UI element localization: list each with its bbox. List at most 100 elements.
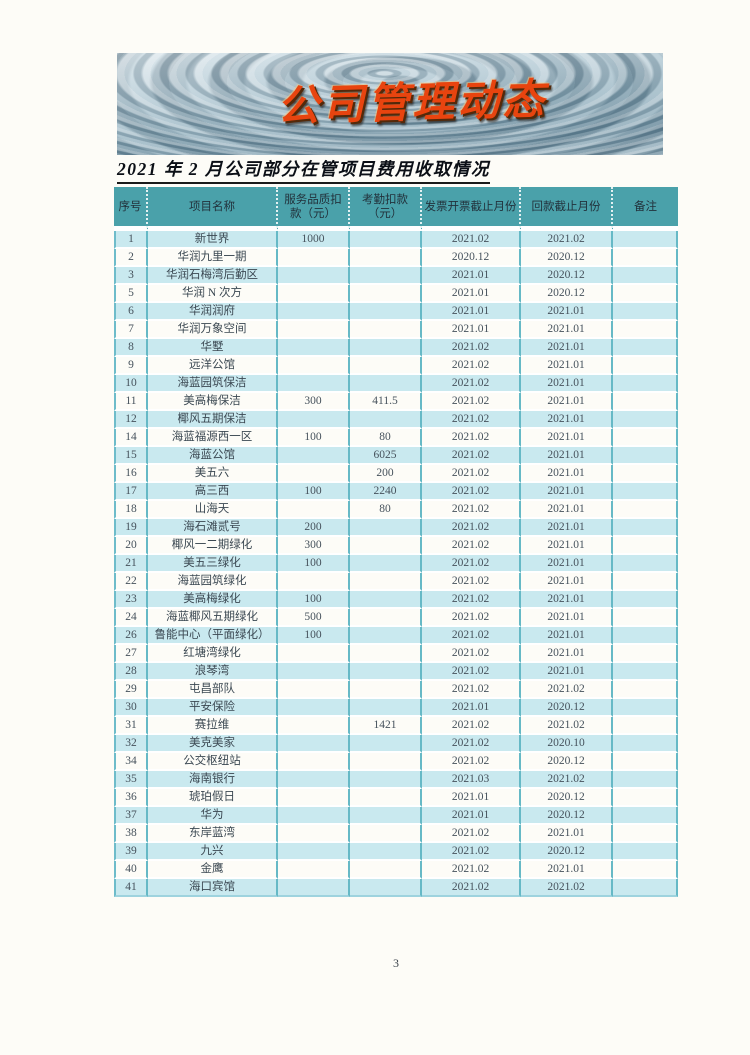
table-row: 17 高三西 100 2240 2021.02 2021.01 bbox=[114, 483, 678, 501]
table-cell: 24 bbox=[114, 609, 148, 627]
table-cell: 411.5 bbox=[350, 393, 422, 411]
table-cell: 10 bbox=[114, 375, 148, 393]
table-cell bbox=[613, 771, 678, 789]
table-cell: 37 bbox=[114, 807, 148, 825]
table-cell: 2021.01 bbox=[422, 303, 521, 321]
table-cell: 美高梅绿化 bbox=[148, 591, 278, 609]
table-cell: 山海天 bbox=[148, 501, 278, 519]
table-cell: 2021.02 bbox=[521, 771, 613, 789]
table-cell: 2021.01 bbox=[521, 645, 613, 663]
table-cell: 2021.01 bbox=[422, 267, 521, 285]
table-cell: 27 bbox=[114, 645, 148, 663]
table-row: 28 浪琴湾 2021.02 2021.01 bbox=[114, 663, 678, 681]
table-cell bbox=[278, 447, 350, 465]
table-cell bbox=[613, 789, 678, 807]
table-cell: 100 bbox=[278, 483, 350, 501]
table-cell: 2021.01 bbox=[521, 429, 613, 447]
table-cell: 赛拉维 bbox=[148, 717, 278, 735]
table-cell bbox=[278, 375, 350, 393]
table-cell bbox=[613, 249, 678, 267]
table-cell: 2020.12 bbox=[521, 753, 613, 771]
table-cell bbox=[350, 321, 422, 339]
table-cell: 2021.01 bbox=[422, 807, 521, 825]
table-cell: 100 bbox=[278, 591, 350, 609]
table-cell: 2021.01 bbox=[521, 591, 613, 609]
table-cell bbox=[613, 393, 678, 411]
table-cell bbox=[613, 303, 678, 321]
table-cell: 2021.02 bbox=[422, 231, 521, 249]
table-cell: 2021.02 bbox=[422, 843, 521, 861]
table-cell bbox=[278, 357, 350, 375]
table-row: 3 华润石梅湾后勤区 2021.01 2020.12 bbox=[114, 267, 678, 285]
table-cell: 2021.01 bbox=[422, 789, 521, 807]
table-cell bbox=[350, 735, 422, 753]
table-cell: 2021.02 bbox=[422, 357, 521, 375]
table-cell: 2021.01 bbox=[521, 861, 613, 879]
table-cell: 2021.01 bbox=[521, 663, 613, 681]
table-cell: 2021.02 bbox=[422, 429, 521, 447]
table-cell: 300 bbox=[278, 393, 350, 411]
table-cell: 2021.02 bbox=[422, 573, 521, 591]
table-cell: 36 bbox=[114, 789, 148, 807]
table-cell bbox=[278, 411, 350, 429]
table-cell bbox=[278, 861, 350, 879]
table-header: 序号 项目名称 服务品质扣款（元） 考勤扣款（元） 发票开票截止月份 回款截止月份 备注 bbox=[114, 187, 678, 231]
table-cell bbox=[350, 537, 422, 555]
table-cell: 21 bbox=[114, 555, 148, 573]
table-row: 40 金鹰 2021.02 2021.01 bbox=[114, 861, 678, 879]
table-cell: 2021.02 bbox=[422, 555, 521, 573]
table-cell: 2021.02 bbox=[422, 591, 521, 609]
table-row: 34 公交枢纽站 2021.02 2020.12 bbox=[114, 753, 678, 771]
table-row: 30 平安保险 2021.01 2020.12 bbox=[114, 699, 678, 717]
table-cell: 平安保险 bbox=[148, 699, 278, 717]
table-row: 26 鲁能中心（平面绿化） 100 2021.02 2021.01 bbox=[114, 627, 678, 645]
table-cell: 30 bbox=[114, 699, 148, 717]
table-cell: 2020.12 bbox=[521, 699, 613, 717]
column-header: 备注 bbox=[613, 187, 678, 231]
table-row: 6 华润润府 2021.01 2021.01 bbox=[114, 303, 678, 321]
table-row: 11 美高梅保洁 300 411.5 2021.02 2021.01 bbox=[114, 393, 678, 411]
table-cell: 华润万象空间 bbox=[148, 321, 278, 339]
table-cell bbox=[350, 753, 422, 771]
table-cell: 2020.12 bbox=[521, 267, 613, 285]
table-cell: 2021.01 bbox=[422, 321, 521, 339]
table-cell: 华润石梅湾后勤区 bbox=[148, 267, 278, 285]
table-cell bbox=[350, 663, 422, 681]
column-header: 序号 bbox=[114, 187, 148, 231]
table-cell: 2021.01 bbox=[521, 627, 613, 645]
table-cell: 2021.01 bbox=[521, 375, 613, 393]
table-cell: 2021.02 bbox=[422, 861, 521, 879]
table-cell bbox=[350, 573, 422, 591]
column-header: 回款截止月份 bbox=[521, 187, 613, 231]
table-row: 7 华润万象空间 2021.01 2021.01 bbox=[114, 321, 678, 339]
table-cell: 海蓝公馆 bbox=[148, 447, 278, 465]
table-cell bbox=[613, 627, 678, 645]
table-cell: 海蓝园筑保洁 bbox=[148, 375, 278, 393]
table-cell bbox=[613, 699, 678, 717]
table-cell: 2021.02 bbox=[422, 501, 521, 519]
table-cell: 东岸蓝湾 bbox=[148, 825, 278, 843]
table-cell: 华为 bbox=[148, 807, 278, 825]
table-cell: 2 bbox=[114, 249, 148, 267]
table-row: 27 红塘湾绿化 2021.02 2021.01 bbox=[114, 645, 678, 663]
table-cell bbox=[350, 231, 422, 249]
table-cell: 2021.02 bbox=[422, 537, 521, 555]
table-cell: 100 bbox=[278, 627, 350, 645]
column-header: 发票开票截止月份 bbox=[422, 187, 521, 231]
table-row: 16 美五六 200 2021.02 2021.01 bbox=[114, 465, 678, 483]
table-cell bbox=[613, 825, 678, 843]
table-cell bbox=[278, 825, 350, 843]
table-cell: 2021.03 bbox=[422, 771, 521, 789]
table-cell bbox=[613, 573, 678, 591]
table-cell: 19 bbox=[114, 519, 148, 537]
table-row: 31 赛拉维 1421 2021.02 2021.02 bbox=[114, 717, 678, 735]
table-cell: 金鹰 bbox=[148, 861, 278, 879]
table-cell bbox=[613, 429, 678, 447]
table-cell: 美五六 bbox=[148, 465, 278, 483]
table-cell: 2021.01 bbox=[521, 357, 613, 375]
table-cell: 1421 bbox=[350, 717, 422, 735]
table-cell: 12 bbox=[114, 411, 148, 429]
table-cell: 35 bbox=[114, 771, 148, 789]
table-cell: 15 bbox=[114, 447, 148, 465]
table-row: 35 海南银行 2021.03 2021.02 bbox=[114, 771, 678, 789]
